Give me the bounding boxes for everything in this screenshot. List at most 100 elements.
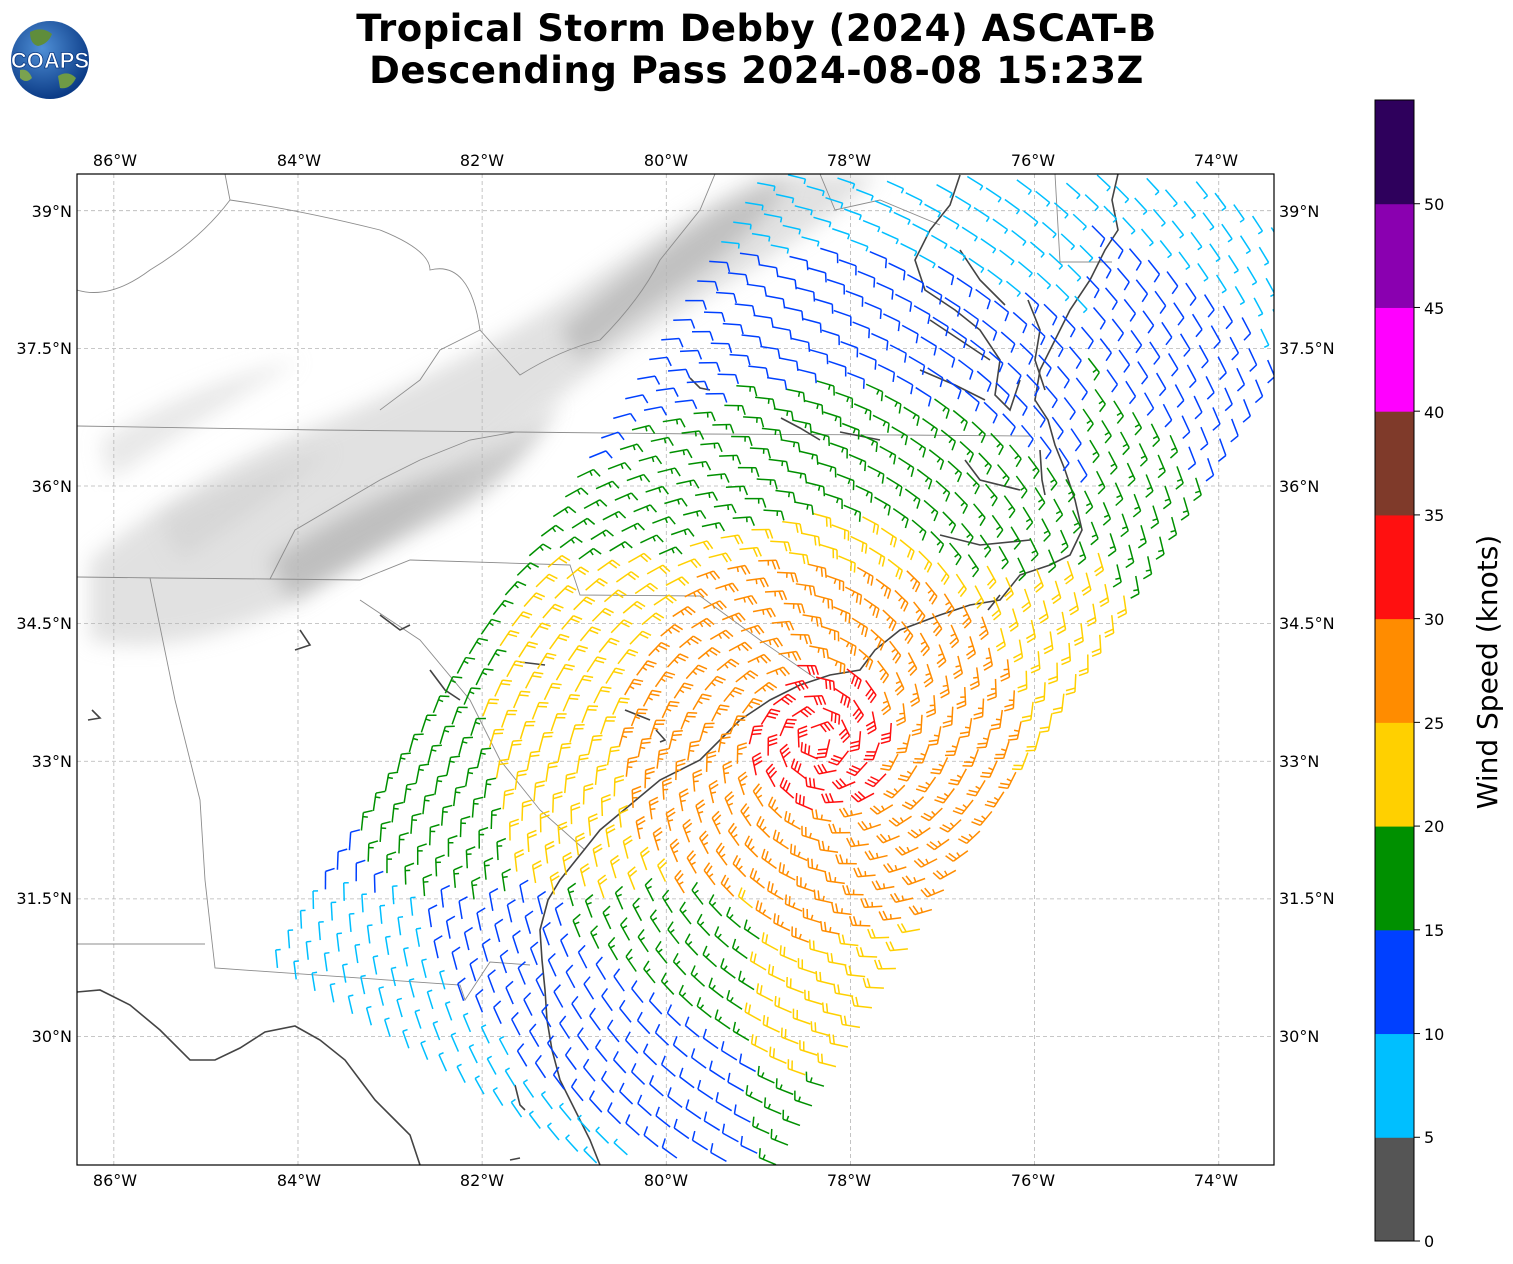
wind-barb: [1079, 244, 1094, 263]
wind-barb: [577, 944, 588, 969]
wind-barb: [805, 776, 825, 791]
wind-barb: [801, 825, 820, 842]
wind-barb: [823, 411, 842, 428]
wind-barb: [499, 949, 509, 974]
wind-barb: [753, 314, 774, 328]
wind-barb: [480, 1024, 490, 1044]
wind-barb: [341, 963, 348, 983]
wind-barb: [361, 893, 367, 913]
wind-barb: [1138, 443, 1148, 467]
wind-barb: [673, 1118, 690, 1140]
wind-barb: [667, 1087, 683, 1108]
wind-barb: [679, 349, 703, 360]
wind-barb: [1103, 205, 1118, 223]
wind-barb: [876, 282, 894, 300]
wind-barb: [807, 563, 827, 578]
wind-barb: [457, 977, 466, 1002]
colorbar-tick-label: 15: [1424, 921, 1444, 940]
wind-barb: [727, 1072, 745, 1092]
wind-barb: [930, 531, 945, 554]
wind-barb: [1125, 380, 1137, 405]
wind-barb: [664, 497, 688, 507]
wind-barb: [710, 1143, 727, 1163]
wind-barb: [1017, 557, 1027, 582]
wind-barb: [287, 929, 294, 949]
wind-barb: [1019, 342, 1034, 365]
wind-barb: [792, 1008, 811, 1025]
wind-barb: [1155, 372, 1167, 397]
wind-barb: [932, 316, 949, 337]
wind-barb: [1193, 477, 1202, 502]
wind-barb: [583, 499, 608, 510]
wind-barb: [1077, 541, 1087, 565]
wind-barb: [640, 534, 664, 544]
wind-barb: [1126, 462, 1136, 487]
wind-barb: [876, 833, 900, 844]
colorbar-tick-label: 20: [1424, 817, 1444, 836]
wind-barb: [1051, 580, 1062, 605]
wind-barb: [720, 1041, 738, 1061]
wind-barb: [540, 524, 564, 537]
wind-barb: [794, 501, 814, 515]
wind-barb: [1222, 305, 1233, 330]
wind-barb: [1128, 248, 1142, 271]
wind-barb: [650, 436, 674, 447]
wind-barb: [937, 562, 950, 586]
wind-barb: [673, 682, 694, 699]
wind-barb: [998, 545, 1009, 570]
wind-barb: [655, 940, 668, 964]
wind-barb: [850, 535, 868, 554]
wind-barb: [868, 547, 886, 567]
wind-barb: [1047, 549, 1057, 574]
wind-barb: [1193, 395, 1203, 420]
wind-barb: [602, 510, 627, 521]
wind-barb: [901, 324, 919, 344]
wind-barb: [550, 713, 567, 732]
wind-barb: [791, 706, 816, 718]
wind-barb: [811, 808, 832, 822]
wind-barb: [642, 1043, 658, 1066]
wind-barb: [829, 442, 848, 459]
wind-barb: [691, 1130, 709, 1151]
wind-barb: [329, 982, 336, 1003]
wind-barb: [576, 468, 601, 478]
wind-barb: [492, 599, 514, 616]
wind-barb: [1070, 428, 1082, 452]
wind-barb: [881, 231, 899, 245]
wind-barb: [1195, 181, 1209, 200]
wind-barb: [688, 460, 712, 471]
wind-barb: [877, 363, 896, 383]
wind-barb: [446, 755, 461, 776]
wind-barb: [1013, 639, 1024, 663]
wind-barb: [715, 582, 739, 593]
wind-barb: [525, 671, 544, 689]
wind-barb: [848, 453, 867, 472]
wind-barb: [523, 992, 533, 1016]
wind-barb: [748, 365, 769, 378]
state-borders: [77, 174, 1112, 1002]
wind-barb: [887, 558, 904, 580]
wind-barb: [942, 706, 954, 728]
wind-barb: [682, 818, 693, 843]
wind-barb: [976, 370, 992, 392]
wind-barb: [976, 729, 992, 749]
lat-tick-label: 30°N: [1279, 1027, 1319, 1046]
wind-barb: [408, 733, 424, 753]
wind-barb: [456, 1063, 466, 1083]
wind-barb: [1167, 353, 1179, 377]
wind-barb: [988, 351, 1004, 373]
wind-barb: [779, 777, 795, 799]
wind-barb: [956, 687, 967, 710]
wind-barb: [415, 927, 422, 947]
wind-barb: [708, 552, 732, 563]
wind-barb: [806, 185, 825, 197]
wind-barb: [451, 946, 461, 970]
wind-barb: [679, 1067, 695, 1089]
wind-barb: [715, 842, 728, 866]
wind-barb: [970, 339, 986, 361]
wind-barb: [629, 630, 652, 645]
wind-barb: [476, 907, 486, 931]
wind-barb: [980, 760, 998, 778]
wind-barb: [475, 668, 494, 686]
wind-barb: [674, 869, 685, 894]
